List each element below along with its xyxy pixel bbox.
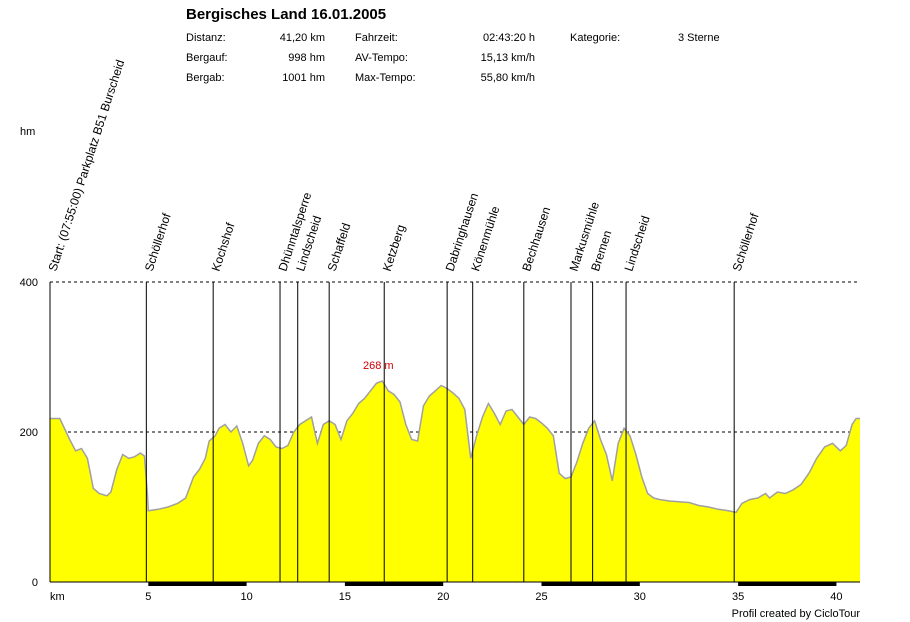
stat-ascent-label: Bergauf: — [186, 52, 228, 64]
stat-distance-label: Distanz: — [186, 32, 226, 44]
km-band — [738, 582, 837, 586]
elevation-area — [50, 381, 860, 582]
x-tick-label: 15 — [339, 591, 351, 603]
waypoint-label: Kochshof — [209, 220, 238, 273]
stat-time-label: Fahrzeit: — [355, 32, 398, 44]
y-tick-label: 400 — [20, 277, 38, 289]
stat-category-value: 3 Sterne — [678, 32, 720, 44]
waypoint-label: Schöllerhof — [730, 211, 762, 273]
waypoint-label: Schaffeld — [325, 221, 354, 273]
x-tick-label: 40 — [830, 591, 842, 603]
stat-distance-value: 41,20 km — [279, 32, 325, 44]
stat-descent-value: 1001 hm — [282, 72, 325, 84]
stat-max-speed-label: Max-Tempo: — [355, 72, 416, 84]
y-axis-label: hm — [20, 126, 35, 138]
area-layer — [50, 380, 860, 582]
stat-ascent-value: 998 hm — [288, 52, 325, 64]
y-tick-label: 0 — [32, 577, 38, 589]
km-band — [148, 582, 247, 586]
waypoint-label: Start: (07:55:00) Parkplatz B51 Burschei… — [46, 58, 128, 273]
stat-time-value: 02:43:20 h — [483, 32, 535, 44]
x-tick-label: 10 — [240, 591, 252, 603]
elevation-line — [50, 380, 860, 514]
stat-descent-label: Bergab: — [186, 72, 225, 84]
x-tick-label: 5 — [145, 591, 151, 603]
chart-title: Bergisches Land 16.01.2005 — [186, 6, 387, 23]
x-tick-label: 20 — [437, 591, 449, 603]
stat-avg-speed-label: AV-Tempo: — [355, 52, 408, 64]
max-elevation-label: 268 m — [363, 360, 394, 372]
x-tick-label: 35 — [732, 591, 744, 603]
stat-max-speed-value: 55,80 km/h — [480, 72, 535, 84]
waypoint-label: Bremen — [588, 229, 614, 273]
waypoint-label: Bechhausen — [519, 205, 553, 273]
footer-credit: Profil created by CicloTour — [731, 608, 860, 620]
km-band — [344, 582, 444, 586]
y-tick-label: 200 — [20, 427, 38, 439]
x-tick-label: 30 — [634, 591, 646, 603]
stat-category-label: Kategorie: — [570, 32, 621, 44]
km-band — [541, 582, 640, 586]
x-tick-label: 25 — [535, 591, 547, 603]
x-axis-label: km — [50, 591, 65, 603]
waypoint-label: Ketzberg — [380, 223, 408, 273]
axis-layer: 0 200 400 5 10 15 20 25 30 35 40 km hm 268 m — [20, 126, 860, 603]
waypoint-label: Schöllerhof — [142, 211, 174, 273]
waypoint-label: Lindscheid — [622, 214, 653, 273]
stat-avg-speed-value: 15,13 km/h — [480, 52, 535, 64]
